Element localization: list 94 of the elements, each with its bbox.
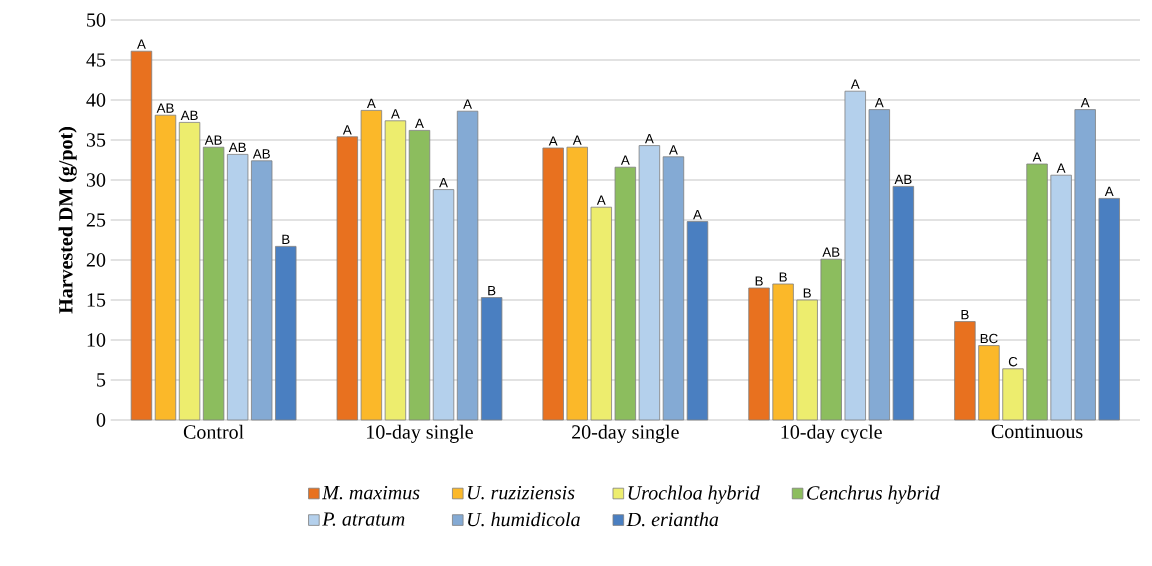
bar — [978, 345, 1000, 421]
bar — [154, 114, 177, 421]
bar — [1074, 109, 1096, 421]
data-label: A — [850, 79, 860, 89]
bar — [868, 109, 890, 421]
data-label: A — [1104, 186, 1114, 196]
bar — [820, 258, 842, 421]
legend-label: U. ruziziensis — [468, 485, 575, 500]
legend-label: U. humidicola — [468, 512, 580, 527]
data-label: B — [803, 288, 811, 298]
bar — [275, 245, 297, 421]
y-tick-label: 5 — [97, 373, 106, 387]
bar — [748, 287, 770, 421]
data-label: A — [874, 98, 884, 108]
bar — [686, 221, 709, 421]
y-tick-label: 40 — [86, 93, 106, 107]
data-label: A — [620, 155, 630, 165]
bar — [566, 146, 588, 421]
bar — [796, 299, 818, 421]
y-tick-label: 0 — [96, 413, 106, 427]
y-tick-label: 25 — [86, 213, 106, 227]
bar — [432, 189, 455, 421]
data-label: A — [669, 145, 678, 155]
data-label: AB — [252, 149, 270, 159]
data-label: B — [488, 286, 496, 296]
data-label: BC — [980, 333, 998, 344]
bar — [408, 129, 431, 421]
bar — [1050, 174, 1072, 421]
bar — [384, 120, 407, 421]
data-label: A — [137, 39, 146, 49]
bar — [1098, 197, 1120, 421]
data-label: A — [644, 134, 654, 144]
data-label: B — [755, 276, 763, 286]
bar — [1026, 163, 1048, 421]
bar — [590, 206, 612, 421]
data-label: A — [366, 98, 376, 108]
data-label: A — [391, 109, 400, 119]
bar — [360, 109, 383, 421]
bar — [638, 145, 661, 421]
bar — [251, 160, 273, 421]
x-tick-label: Control — [183, 424, 244, 439]
data-label: A — [463, 99, 472, 109]
data-label: B — [779, 272, 787, 282]
bar — [844, 90, 866, 421]
bar — [954, 321, 976, 421]
data-label: A — [1032, 152, 1042, 162]
bar — [542, 147, 564, 421]
data-label: A — [548, 136, 558, 146]
x-tick-label: 10-day cycle — [781, 424, 882, 443]
bar — [662, 156, 685, 421]
bar — [226, 153, 249, 421]
data-label: A — [693, 210, 702, 220]
bar — [892, 185, 915, 421]
data-label: A — [572, 135, 582, 145]
data-label: A — [1056, 163, 1066, 173]
data-label: B — [961, 310, 969, 320]
bar — [130, 50, 153, 421]
legend-label: Urochloa hybrid — [628, 485, 760, 504]
legend-label: Cenchrus hybrid — [807, 485, 940, 504]
bar — [1002, 368, 1024, 421]
y-tick-label: 10 — [87, 333, 106, 347]
data-label: AB — [822, 247, 840, 257]
data-label: A — [1080, 98, 1090, 108]
bar — [614, 166, 637, 421]
y-tick-label: 50 — [87, 13, 106, 27]
y-tick-label: 35 — [86, 133, 106, 147]
data-label: A — [596, 195, 606, 205]
y-axis-title: Harvested DM (g/pot) — [58, 127, 77, 314]
legend-label: M. maximus — [322, 485, 420, 500]
legend-label: P. atratum — [322, 512, 405, 526]
legend-label: D. eriantha — [626, 512, 719, 527]
bar — [480, 297, 503, 421]
data-label: A — [415, 118, 424, 128]
data-label: AB — [228, 142, 246, 152]
x-tick-label: Continuous — [991, 424, 1083, 439]
data-label: A — [342, 125, 352, 135]
x-tick-label: 20-day single — [572, 424, 679, 443]
x-tick-label: 10-day single — [367, 424, 473, 443]
data-label: AB — [894, 174, 912, 184]
data-label: AB — [180, 110, 198, 120]
bar — [772, 283, 794, 421]
y-tick-label: 45 — [86, 53, 106, 67]
data-label: AB — [204, 135, 222, 145]
data-label: B — [282, 234, 290, 244]
bar — [336, 136, 359, 421]
data-label: A — [439, 178, 448, 188]
data-label: C — [1008, 356, 1018, 367]
bar — [202, 146, 225, 421]
y-tick-label: 30 — [86, 173, 106, 187]
bar — [178, 121, 201, 421]
y-tick-label: 15 — [87, 293, 106, 307]
bar — [456, 110, 479, 421]
data-label: AB — [156, 103, 174, 113]
y-tick-label: 20 — [86, 253, 106, 267]
